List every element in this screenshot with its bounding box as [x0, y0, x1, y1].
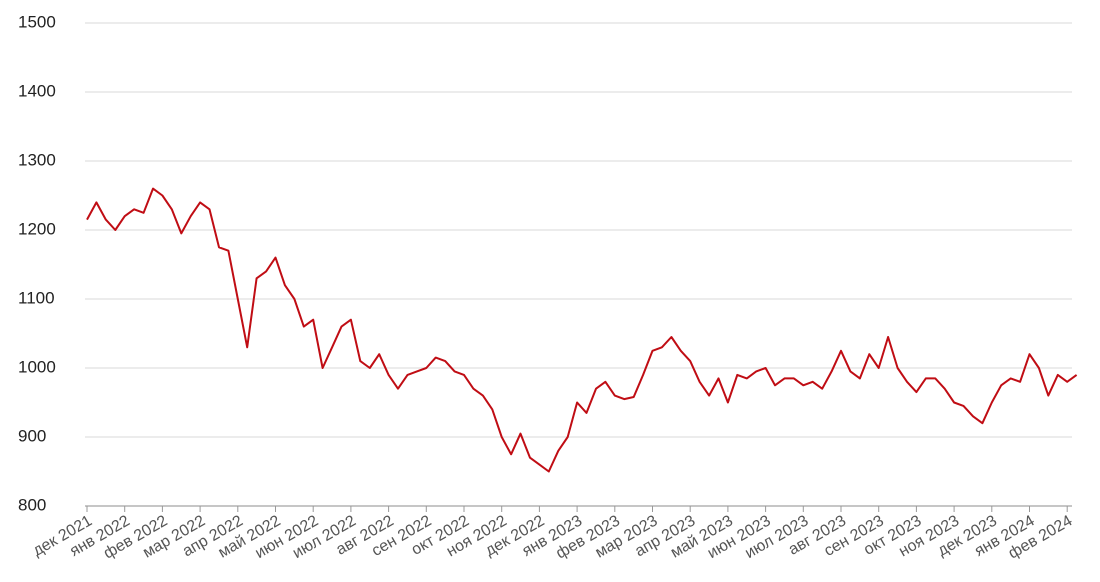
y-tick-label: 1500 — [18, 12, 56, 31]
y-tick-label: 1300 — [18, 150, 56, 169]
y-tick-label: 1000 — [18, 357, 56, 376]
price-line — [86, 187, 1078, 473]
y-tick-label: 1200 — [18, 219, 56, 238]
y-tick-label: 1100 — [18, 288, 55, 307]
y-tick-label: 900 — [18, 426, 46, 445]
y-tick-label: 800 — [18, 495, 46, 514]
y-tick-label: 1400 — [18, 81, 56, 100]
